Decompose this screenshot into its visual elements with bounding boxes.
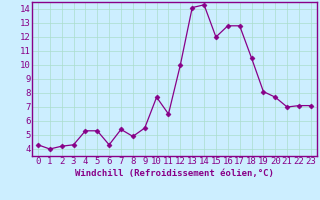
X-axis label: Windchill (Refroidissement éolien,°C): Windchill (Refroidissement éolien,°C): [75, 169, 274, 178]
